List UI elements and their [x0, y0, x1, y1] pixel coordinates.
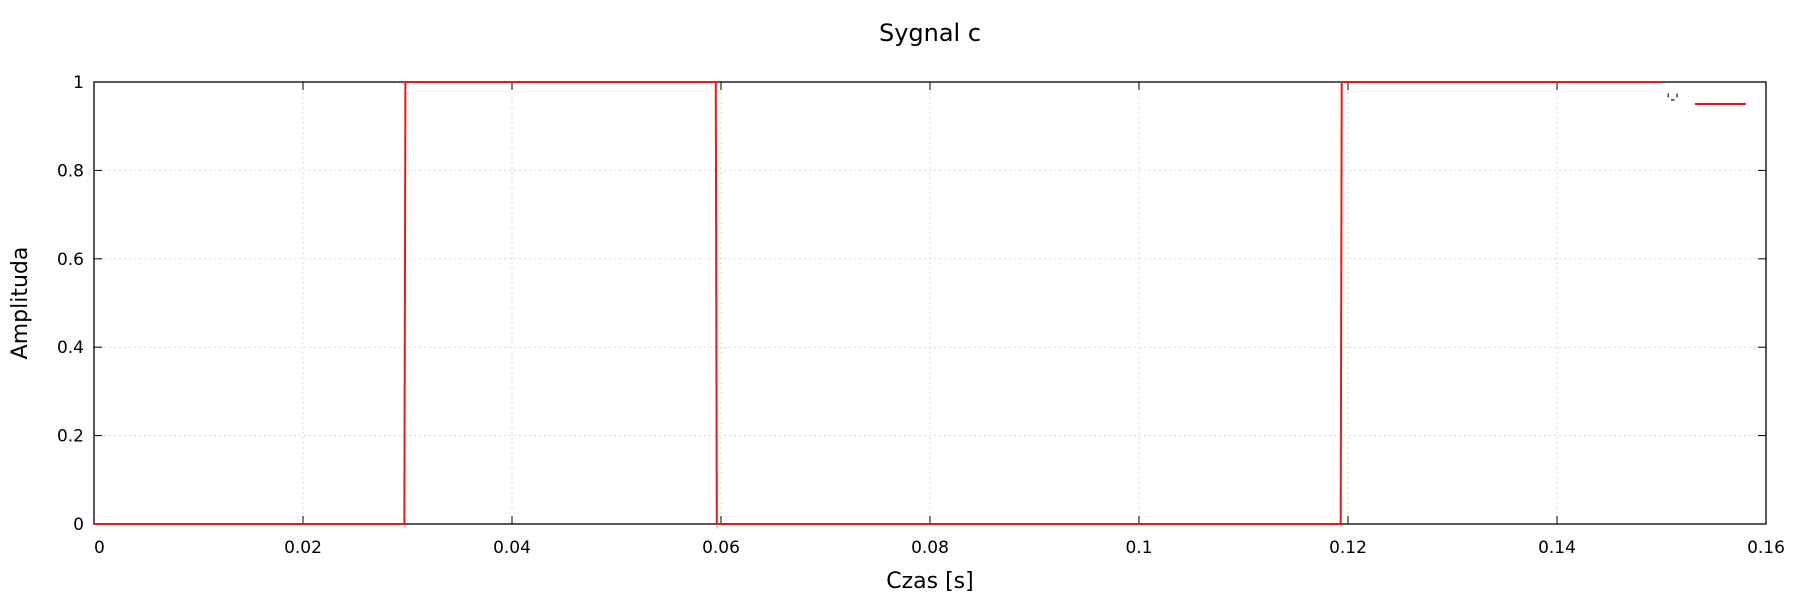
y-tick-label: 0.2 — [57, 427, 84, 447]
x-tick-label: 0 — [94, 538, 105, 558]
x-tick-label: 0.04 — [493, 538, 531, 558]
x-tick-label: 0.14 — [1538, 538, 1576, 558]
chart-title: Sygnal c — [879, 19, 981, 47]
series-line-0 — [94, 81, 1662, 525]
grid-lines — [94, 82, 1766, 524]
y-tick-label: 0.6 — [57, 250, 84, 270]
x-tick-label: 0.1 — [1125, 538, 1152, 558]
x-tick-label: 0.12 — [1329, 538, 1367, 558]
legend-label: '-' — [1666, 92, 1679, 108]
y-tick-label: 1 — [73, 73, 84, 93]
tick-labels: 0 0.02 0.04 0.06 0.08 0.1 0.12 0.14 0.16 0 0.2 0.4 0… — [57, 73, 1785, 558]
series-group — [93, 81, 1662, 525]
legend: '-' — [1666, 92, 1746, 108]
x-tick-label: 0.06 — [702, 538, 740, 558]
y-tick-label: 0.4 — [57, 338, 84, 358]
y-tick-label: 0 — [73, 515, 84, 535]
y-axis-title: Amplituda — [8, 247, 33, 360]
y-tick-label: 0.8 — [57, 161, 84, 181]
x-tick-label: 0.16 — [1747, 538, 1785, 558]
x-tick-label: 0.02 — [284, 538, 322, 558]
x-tick-label: 0.08 — [911, 538, 949, 558]
x-axis-title: Czas [s] — [886, 569, 973, 594]
